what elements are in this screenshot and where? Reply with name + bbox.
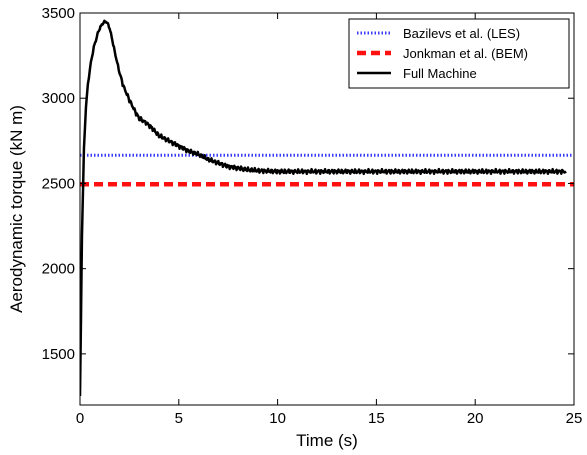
legend-label-jonkman-et-al-bem: Jonkman et al. (BEM) xyxy=(403,46,528,61)
y-tick-label: 2000 xyxy=(42,261,75,278)
y-axis-label: Aerodynamic torque (kN m) xyxy=(7,105,26,313)
x-tick-label: 15 xyxy=(368,410,385,427)
plot-frame xyxy=(79,12,575,406)
y-tick-label: 2500 xyxy=(42,175,75,192)
plot-lines xyxy=(80,19,574,396)
x-tick-label: 10 xyxy=(269,410,286,427)
x-tick-label: 0 xyxy=(76,410,84,427)
y-tick-label: 1500 xyxy=(42,346,75,363)
series-line-full-machine xyxy=(80,19,567,396)
legend: Bazilevs et al. (LES) Jonkman et al. (BEM… xyxy=(348,18,570,89)
x-tick-label: 5 xyxy=(175,410,183,427)
axis-ticks: 0 5 10 15 20 25 1500 2000 2500 3000 3500 xyxy=(42,5,583,427)
y-tick-label: 3000 xyxy=(42,90,75,107)
legend-label-bazilevs-et-al-les: Bazilevs et al. (LES) xyxy=(403,26,520,41)
x-tick-label: 25 xyxy=(566,410,583,427)
x-tick-label: 20 xyxy=(467,410,484,427)
y-tick-label: 3500 xyxy=(42,5,75,22)
legend-label-full-machine: Full Machine xyxy=(403,66,477,81)
x-axis-label: Time (s) xyxy=(296,431,358,450)
